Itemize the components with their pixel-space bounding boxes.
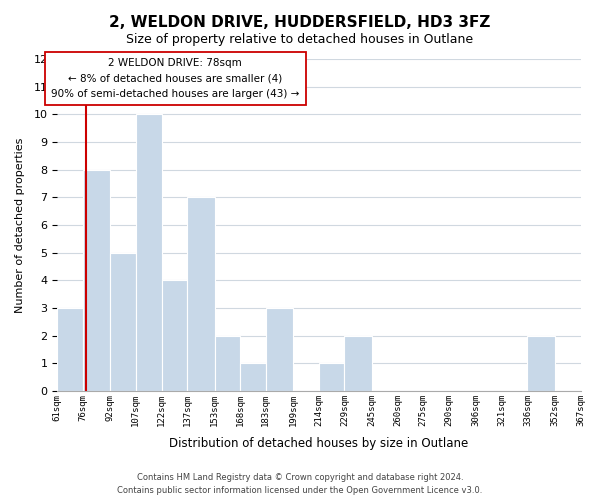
Text: Contains HM Land Registry data © Crown copyright and database right 2024.
Contai: Contains HM Land Registry data © Crown c… bbox=[118, 474, 482, 495]
Bar bbox=[83, 170, 110, 391]
Bar bbox=[319, 363, 344, 391]
X-axis label: Distribution of detached houses by size in Outlane: Distribution of detached houses by size … bbox=[169, 437, 469, 450]
Bar bbox=[344, 336, 372, 391]
Bar bbox=[215, 336, 240, 391]
Text: 2 WELDON DRIVE: 78sqm
← 8% of detached houses are smaller (4)
90% of semi-detach: 2 WELDON DRIVE: 78sqm ← 8% of detached h… bbox=[51, 58, 299, 99]
Y-axis label: Number of detached properties: Number of detached properties bbox=[15, 137, 25, 312]
Bar bbox=[136, 114, 161, 391]
Bar bbox=[266, 308, 293, 391]
Bar bbox=[110, 252, 136, 391]
Text: 2, WELDON DRIVE, HUDDERSFIELD, HD3 3FZ: 2, WELDON DRIVE, HUDDERSFIELD, HD3 3FZ bbox=[109, 15, 491, 30]
Bar bbox=[527, 336, 555, 391]
Bar bbox=[161, 280, 187, 391]
Bar bbox=[57, 308, 83, 391]
Bar bbox=[240, 363, 266, 391]
Text: Size of property relative to detached houses in Outlane: Size of property relative to detached ho… bbox=[127, 32, 473, 46]
Bar bbox=[187, 198, 215, 391]
